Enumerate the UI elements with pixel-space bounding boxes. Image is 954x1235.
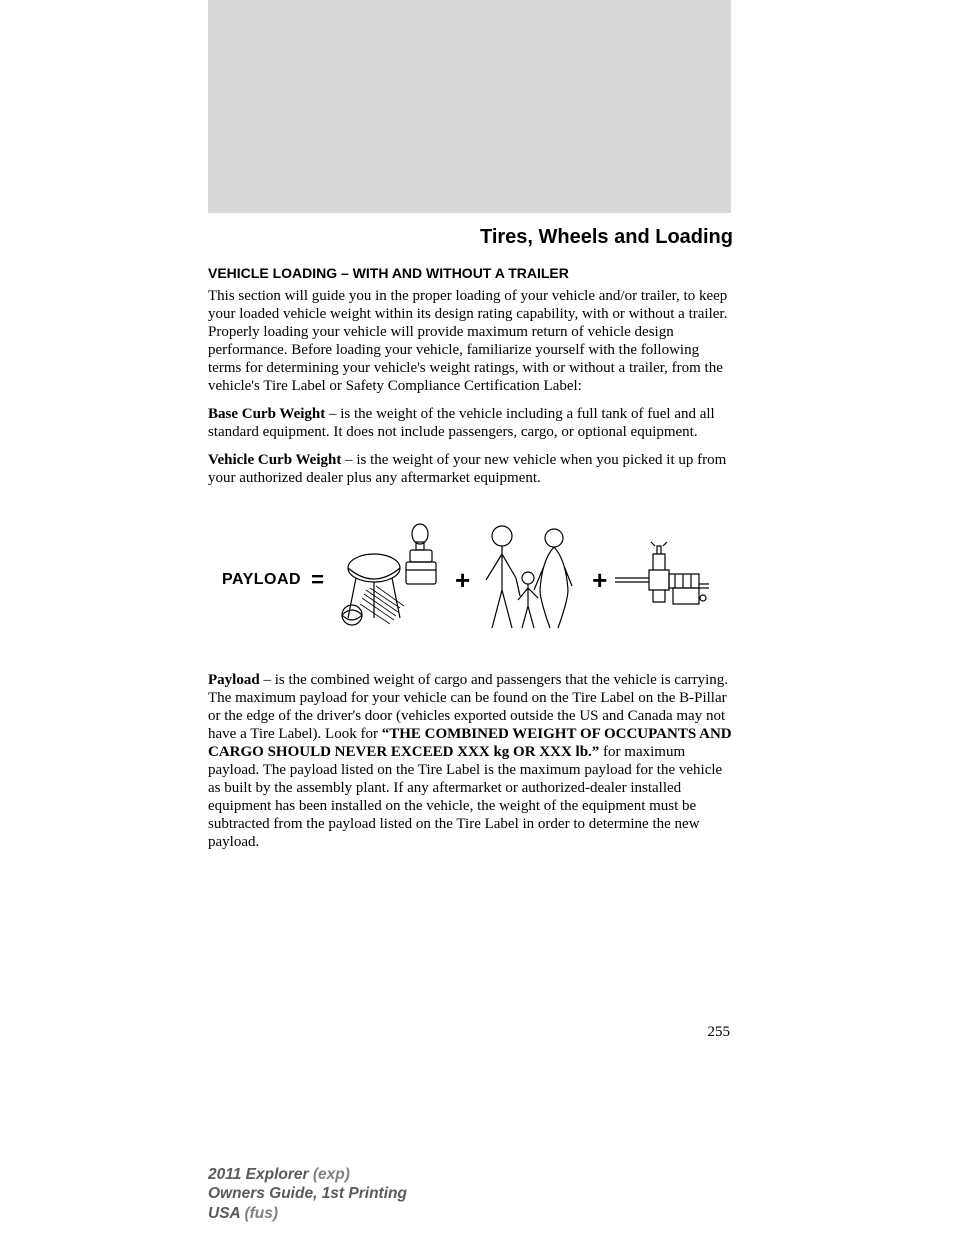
footer-line-2: Owners Guide, 1st Printing [208, 1184, 407, 1203]
equals-sign: = [311, 567, 324, 593]
cargo-grill-icon [334, 520, 449, 640]
footer: 2011 Explorer (exp) Owners Guide, 1st Pr… [208, 1165, 407, 1223]
footer-line-1: 2011 Explorer (exp) [208, 1165, 407, 1184]
payload-diagram: PAYLOAD = [208, 515, 733, 645]
footer-code-1: (exp) [313, 1166, 350, 1183]
footer-model: 2011 Explorer [208, 1166, 313, 1183]
people-family-icon [476, 520, 586, 640]
base-curb-paragraph: Base Curb Weight – is the weight of the … [208, 405, 733, 441]
hitch-accessory-icon [613, 540, 713, 620]
vehicle-curb-term: Vehicle Curb Weight [208, 452, 341, 468]
payload-label: PAYLOAD [222, 571, 301, 589]
vehicle-curb-paragraph: Vehicle Curb Weight – is the weight of y… [208, 451, 733, 487]
footer-country: USA [208, 1205, 244, 1222]
plus-sign-1: + [455, 565, 470, 596]
section-heading: VEHICLE LOADING – WITH AND WITHOUT A TRA… [208, 265, 733, 281]
base-curb-term: Base Curb Weight [208, 406, 325, 422]
footer-line-3: USA (fus) [208, 1204, 407, 1223]
intro-paragraph: This section will guide you in the prope… [208, 287, 733, 395]
header-gray-block [208, 0, 731, 213]
footer-code-2: (fus) [244, 1205, 278, 1222]
page-content: Tires, Wheels and Loading VEHICLE LOADIN… [208, 226, 733, 861]
chapter-title: Tires, Wheels and Loading [208, 226, 733, 249]
payload-paragraph: Payload – is the combined weight of carg… [208, 671, 733, 851]
page-number: 255 [708, 1024, 731, 1041]
payload-term: Payload [208, 672, 260, 688]
plus-sign-2: + [592, 565, 607, 596]
